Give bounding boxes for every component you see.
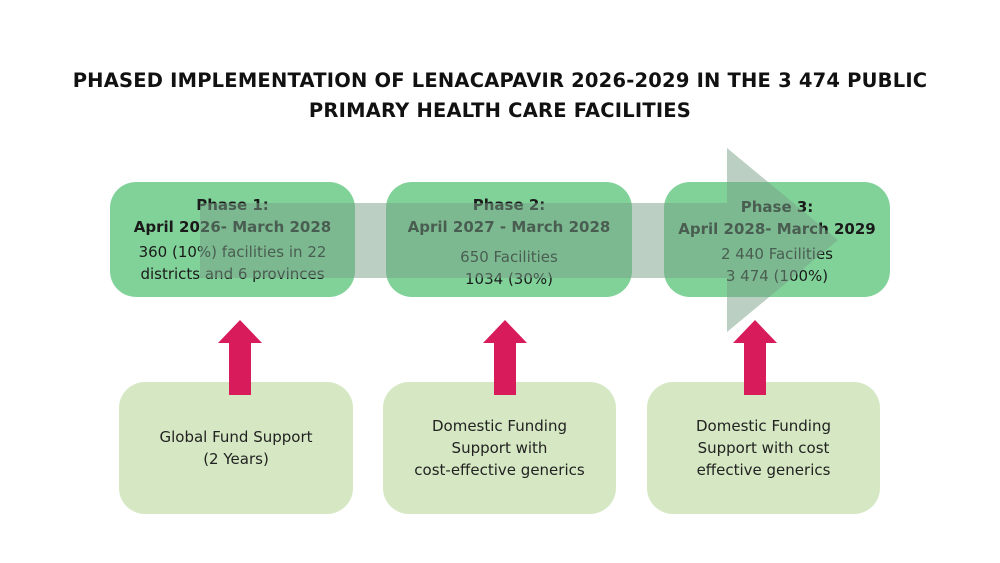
timeline-arrow (200, 148, 838, 332)
page-title: PHASED IMPLEMENTATION OF LENACAPAVIR 202… (72, 69, 928, 122)
up-arrow-3 (733, 320, 777, 395)
support-box-3: Domestic Funding Support with cost effecti… (647, 382, 880, 514)
up-arrow-2 (483, 320, 527, 395)
support-box-1: Global Fund Support (2 Years) (119, 382, 353, 514)
support-box-2: Domestic Funding Support with cost-effecti… (383, 382, 616, 514)
up-arrow-1 (218, 320, 262, 395)
